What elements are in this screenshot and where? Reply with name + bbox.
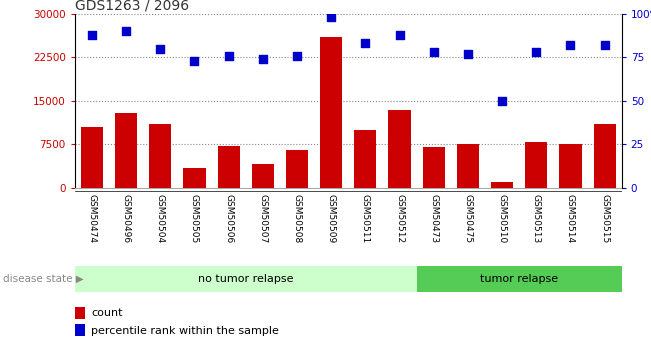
Text: no tumor relapse: no tumor relapse	[198, 274, 294, 284]
Text: GSM50510: GSM50510	[497, 195, 506, 244]
Text: GSM50513: GSM50513	[532, 195, 541, 244]
Bar	[75, 324, 85, 336]
Text: GSM50515: GSM50515	[600, 195, 609, 244]
Bar	[75, 266, 417, 292]
Text: tumor relapse: tumor relapse	[480, 274, 559, 284]
Text: GSM50512: GSM50512	[395, 195, 404, 244]
Point	[497, 98, 507, 104]
Text: GSM50509: GSM50509	[327, 195, 336, 244]
Text: GSM50496: GSM50496	[122, 195, 131, 244]
Text: GSM50508: GSM50508	[292, 195, 301, 244]
Bar	[417, 266, 622, 292]
Text: GSM50474: GSM50474	[87, 195, 96, 244]
Bar	[559, 145, 581, 188]
Text: disease state ▶: disease state ▶	[3, 274, 84, 284]
Bar	[81, 127, 103, 188]
Text: GSM50475: GSM50475	[464, 195, 473, 244]
Bar	[457, 145, 479, 188]
Text: GSM50473: GSM50473	[429, 195, 438, 244]
Bar	[594, 124, 616, 188]
Bar	[491, 182, 513, 188]
Bar	[354, 130, 376, 188]
Bar	[286, 150, 308, 188]
Point	[189, 58, 200, 63]
Bar	[149, 124, 171, 188]
Point	[121, 28, 132, 34]
Point	[223, 53, 234, 58]
Point	[326, 14, 337, 20]
Bar	[184, 168, 206, 188]
Point	[600, 42, 610, 48]
Point	[360, 41, 370, 46]
Point	[87, 32, 97, 38]
Text: GSM50511: GSM50511	[361, 195, 370, 244]
Point	[155, 46, 165, 51]
Text: GSM50505: GSM50505	[190, 195, 199, 244]
Text: GSM50514: GSM50514	[566, 195, 575, 244]
Point	[395, 32, 405, 38]
Text: count: count	[91, 308, 123, 318]
Bar	[252, 164, 274, 188]
Point	[463, 51, 473, 57]
Bar	[422, 147, 445, 188]
Bar	[320, 37, 342, 188]
Point	[565, 42, 575, 48]
Text: GDS1263 / 2096: GDS1263 / 2096	[75, 0, 189, 13]
Point	[292, 53, 302, 58]
Point	[531, 49, 542, 55]
Bar	[75, 307, 85, 319]
Point	[258, 56, 268, 62]
Bar	[217, 146, 240, 188]
Point	[428, 49, 439, 55]
Text: GSM50507: GSM50507	[258, 195, 268, 244]
Text: GSM50504: GSM50504	[156, 195, 165, 244]
Text: percentile rank within the sample: percentile rank within the sample	[91, 326, 279, 335]
Bar	[525, 141, 547, 188]
Text: GSM50506: GSM50506	[224, 195, 233, 244]
Bar	[389, 110, 411, 188]
Bar	[115, 112, 137, 188]
